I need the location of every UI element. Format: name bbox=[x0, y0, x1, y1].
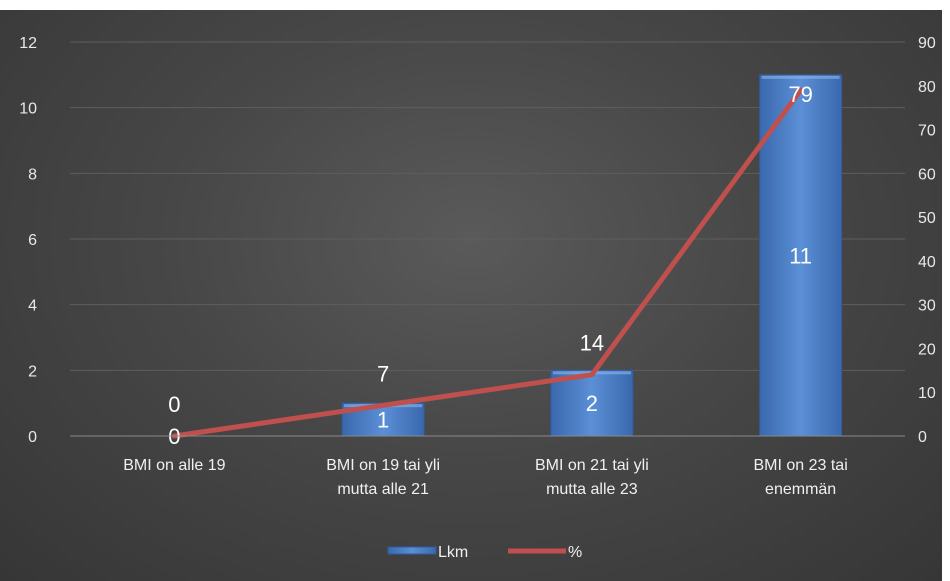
bar-data-label: 1 bbox=[377, 408, 389, 433]
x-category-label-line: BMI on 23 tai bbox=[753, 457, 847, 474]
legend-swatch-lkm bbox=[387, 546, 437, 555]
x-category-label-line: mutta alle 23 bbox=[546, 481, 638, 498]
line-data-label: 0 bbox=[168, 392, 180, 417]
bar-data-label: 2 bbox=[586, 391, 598, 416]
x-category-label-line: BMI on alle 19 bbox=[123, 457, 225, 474]
chart-frame: 0 1 2 11 0 7 14 79 0 2 4 6 8 10 12 0 10 20 30 40 50 60 70 80 90… bbox=[0, 10, 942, 581]
legend-label-lkm: Lkm bbox=[438, 544, 468, 561]
line-percent bbox=[171, 87, 804, 439]
y-right-tick-label: 50 bbox=[918, 210, 936, 227]
x-category-label: BMI on 23 tai enemmän bbox=[753, 457, 847, 498]
bar-lkm bbox=[759, 74, 843, 437]
line-data-label: 14 bbox=[580, 331, 604, 356]
x-category-label-line: BMI on 21 tai yli bbox=[535, 457, 649, 474]
x-category-label: BMI on 21 tai yli mutta alle 23 bbox=[535, 457, 649, 498]
y-left-tick-label: 12 bbox=[19, 35, 37, 52]
y-left-tick-label: 4 bbox=[28, 298, 37, 315]
y-right-tick-label: 20 bbox=[918, 341, 936, 358]
x-category-label: BMI on 19 tai yli mutta alle 21 bbox=[326, 457, 440, 498]
x-category-label-line: mutta alle 21 bbox=[337, 481, 429, 498]
y-right-tick-label: 10 bbox=[918, 385, 936, 402]
bar-data-label: 11 bbox=[789, 243, 812, 268]
y-right-tick-label: 30 bbox=[918, 298, 936, 315]
legend-label-percent: % bbox=[568, 544, 582, 561]
y-left-tick-label: 0 bbox=[28, 429, 37, 446]
y-left-tick-label: 6 bbox=[28, 232, 37, 249]
y-right-tick-label: 0 bbox=[918, 429, 927, 446]
y-right-tick-label: 90 bbox=[918, 35, 936, 52]
y-left-tick-label: 8 bbox=[28, 166, 37, 183]
x-category-label: BMI on alle 19 bbox=[123, 457, 225, 474]
y-left-tick-label: 10 bbox=[19, 101, 37, 118]
bar-lkm bbox=[550, 369, 634, 437]
x-category-label-line: enemmän bbox=[765, 481, 836, 498]
line-data-label: 79 bbox=[788, 82, 812, 107]
y-right-tick-label: 40 bbox=[918, 254, 936, 271]
y-left-tick-label: 2 bbox=[28, 363, 37, 380]
x-category-label-line: BMI on 19 tai yli bbox=[326, 457, 440, 474]
y-right-tick-label: 60 bbox=[918, 166, 936, 183]
y-right-tick-label: 70 bbox=[918, 123, 936, 140]
y-right-tick-label: 80 bbox=[918, 79, 936, 96]
line-data-label: 7 bbox=[377, 361, 389, 386]
bar-lkm-highlight bbox=[761, 75, 840, 79]
